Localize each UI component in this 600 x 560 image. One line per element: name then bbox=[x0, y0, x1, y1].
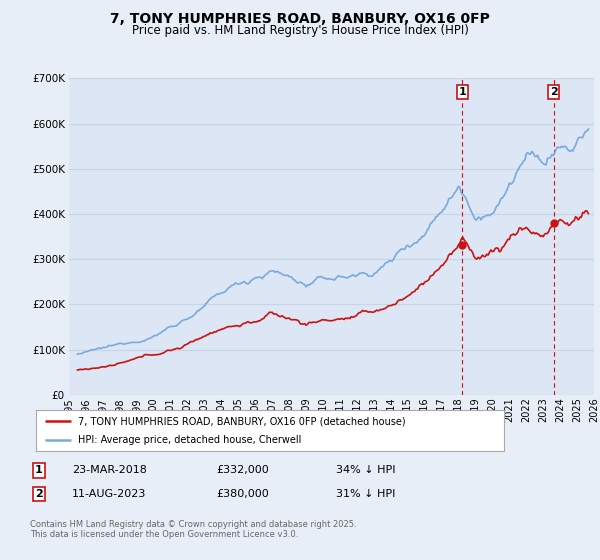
Text: 1: 1 bbox=[458, 87, 466, 97]
Text: Contains HM Land Registry data © Crown copyright and database right 2025.
This d: Contains HM Land Registry data © Crown c… bbox=[30, 520, 356, 539]
Text: £332,000: £332,000 bbox=[216, 465, 269, 475]
Text: 2: 2 bbox=[35, 489, 43, 499]
Text: £380,000: £380,000 bbox=[216, 489, 269, 499]
Text: 31% ↓ HPI: 31% ↓ HPI bbox=[336, 489, 395, 499]
Text: 34% ↓ HPI: 34% ↓ HPI bbox=[336, 465, 395, 475]
Text: 2: 2 bbox=[550, 87, 557, 97]
Text: HPI: Average price, detached house, Cherwell: HPI: Average price, detached house, Cher… bbox=[78, 435, 301, 445]
Text: 23-MAR-2018: 23-MAR-2018 bbox=[72, 465, 147, 475]
Text: 1: 1 bbox=[35, 465, 43, 475]
Text: 7, TONY HUMPHRIES ROAD, BANBURY, OX16 0FP (detached house): 7, TONY HUMPHRIES ROAD, BANBURY, OX16 0F… bbox=[78, 417, 406, 427]
Text: 11-AUG-2023: 11-AUG-2023 bbox=[72, 489, 146, 499]
Text: 7, TONY HUMPHRIES ROAD, BANBURY, OX16 0FP: 7, TONY HUMPHRIES ROAD, BANBURY, OX16 0F… bbox=[110, 12, 490, 26]
Text: Price paid vs. HM Land Registry's House Price Index (HPI): Price paid vs. HM Land Registry's House … bbox=[131, 24, 469, 36]
